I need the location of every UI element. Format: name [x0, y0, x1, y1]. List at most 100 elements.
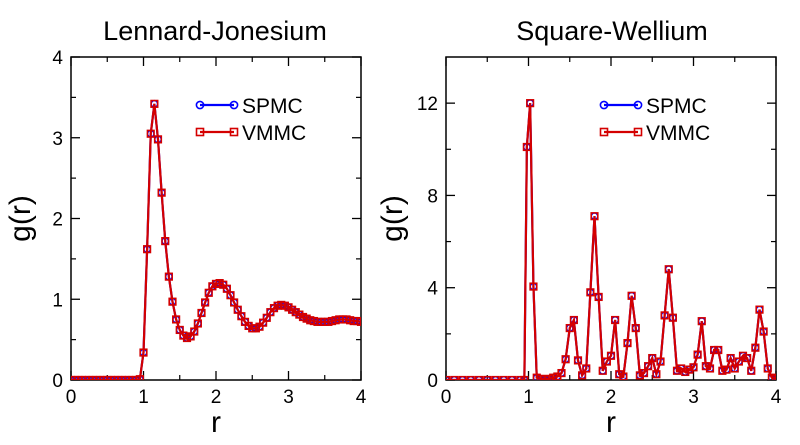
- data-point: [681, 367, 690, 377]
- data-point: [602, 357, 611, 366]
- data-point: [660, 311, 669, 320]
- data-point: [586, 288, 595, 297]
- data-point: [668, 313, 677, 322]
- data-point: [635, 371, 644, 380]
- series-line-vmmc: [71, 103, 361, 380]
- data-point: [483, 375, 492, 380]
- legend-label: SPMC: [646, 95, 707, 118]
- x-axis-label: r: [211, 406, 221, 439]
- data-point: [499, 375, 508, 380]
- series-vmmc: [71, 99, 361, 380]
- data-point: [619, 372, 628, 380]
- y-axis-label: g(r): [4, 195, 37, 242]
- legend-entry-spmc: SPMC: [599, 95, 707, 118]
- data-point: [710, 345, 719, 355]
- data-point: [722, 365, 731, 374]
- data-point: [146, 129, 155, 138]
- data-point: [526, 99, 535, 108]
- data-point: [450, 375, 459, 380]
- x-tick-label: 0: [441, 387, 452, 408]
- data-point: [627, 291, 636, 300]
- data-point: [168, 297, 177, 306]
- data-point: [193, 319, 202, 328]
- data-point: [685, 365, 694, 374]
- data-point: [161, 237, 170, 246]
- data-point: [639, 368, 649, 378]
- x-axis: 0 1 2 3 4: [441, 57, 782, 408]
- series-spmc: [71, 99, 361, 380]
- data-point: [763, 364, 772, 373]
- x-tick-label: 3: [688, 387, 699, 408]
- lennard-jonesium-panel: 0 1 2 3 4 0 1 2 3 4 Lennard-Jonesium r g(r) SPMC VMMC: [4, 16, 367, 439]
- legend-marker: [633, 100, 643, 110]
- data-point: [569, 315, 578, 325]
- data-point: [565, 323, 574, 333]
- data-point: [611, 315, 620, 325]
- data-point: [606, 351, 616, 360]
- legend-marker: [599, 100, 609, 110]
- y-tick-label: 4: [427, 279, 438, 300]
- legend-label: SPMC: [242, 95, 303, 118]
- data-point: [743, 353, 752, 363]
- data-point: [549, 373, 558, 380]
- y-tick-label: 1: [52, 290, 63, 311]
- x-tick-label: 1: [523, 387, 534, 408]
- data-point: [734, 357, 743, 366]
- data-point: [656, 357, 665, 366]
- legend-marker: [633, 127, 643, 137]
- data-point: [751, 343, 760, 352]
- data-point: [466, 375, 475, 380]
- data-point: [697, 317, 706, 326]
- data-point: [648, 353, 657, 363]
- data-point: [153, 135, 163, 144]
- data-point: [197, 308, 206, 318]
- data-point: [356, 317, 361, 326]
- data-point: [714, 345, 723, 355]
- data-point: [590, 212, 599, 221]
- data-point: [664, 265, 673, 274]
- legend-marker: [195, 127, 205, 137]
- data-point: [738, 351, 748, 360]
- legend-marker: [599, 127, 609, 137]
- data-point: [446, 375, 451, 380]
- legend-label: VMMC: [242, 122, 306, 145]
- y-tick-label: 4: [52, 48, 63, 69]
- x-tick-label: 3: [283, 387, 294, 408]
- chart-title: Square-Wellium: [516, 16, 708, 46]
- x-axis: 0 1 2 3 4: [66, 57, 367, 408]
- data-point: [557, 368, 566, 378]
- y-tick-label: 2: [52, 210, 63, 231]
- data-point: [631, 323, 640, 333]
- data-point: [693, 350, 702, 359]
- x-tick-label: 2: [606, 387, 617, 408]
- series-vmmc: [446, 99, 776, 380]
- data-point: [536, 374, 545, 380]
- series-line-vmmc: [446, 103, 776, 380]
- legend-marker: [195, 100, 205, 110]
- data-point: [573, 356, 583, 365]
- data-point: [190, 327, 199, 336]
- data-point: [540, 375, 550, 380]
- data-point: [672, 366, 682, 375]
- legend-marker: [229, 127, 239, 137]
- x-tick-label: 1: [138, 387, 149, 408]
- data-point: [644, 362, 653, 371]
- legend-marker: [229, 100, 239, 110]
- data-point: [705, 364, 715, 373]
- data-point: [652, 370, 661, 379]
- series-line-spmc: [71, 103, 361, 380]
- data-point: [623, 338, 632, 348]
- data-point: [718, 366, 727, 375]
- data-point: [771, 374, 776, 380]
- data-point: [759, 327, 768, 336]
- y-tick-label: 8: [427, 186, 438, 207]
- data-point: [689, 363, 698, 372]
- data-point: [135, 375, 144, 380]
- data-point: [755, 305, 764, 314]
- x-tick-label: 2: [211, 387, 222, 408]
- data-point: [726, 353, 735, 363]
- data-point: [529, 282, 538, 291]
- legend-label: VMMC: [646, 122, 710, 145]
